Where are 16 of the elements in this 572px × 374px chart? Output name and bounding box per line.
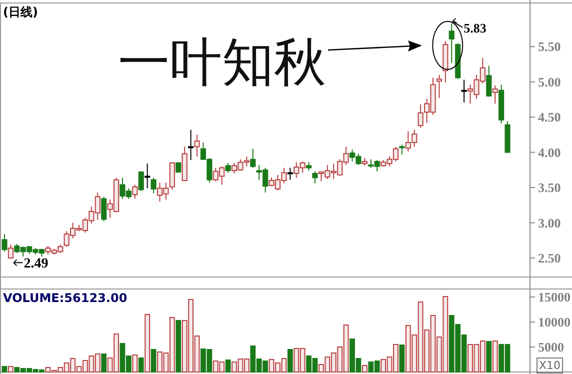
y-tick-label: 5000 <box>538 340 564 354</box>
y-tick-label: 15000 <box>538 290 570 304</box>
y-tick-label: 4.00 <box>538 144 561 160</box>
y-tick-label: 3.00 <box>538 215 561 230</box>
y-tick-label: 5.00 <box>538 74 561 90</box>
y-tick-label: 5.50 <box>538 39 561 54</box>
annotation: 5.83 <box>464 20 487 36</box>
y-tick-label: 4.50 <box>538 110 561 125</box>
chart-title: (日线) <box>3 5 38 19</box>
chart-title: VOLUME:56123.00 <box>3 291 128 305</box>
annotation: 一叶知秋 <box>118 35 326 92</box>
y-tick-label: 3.50 <box>538 180 561 196</box>
y-axis-title: X10 <box>539 359 561 372</box>
y-tick-label: 2.50 <box>538 250 561 266</box>
annotation: 2.49 <box>24 256 48 272</box>
y-tick-label: 10000 <box>538 314 570 330</box>
